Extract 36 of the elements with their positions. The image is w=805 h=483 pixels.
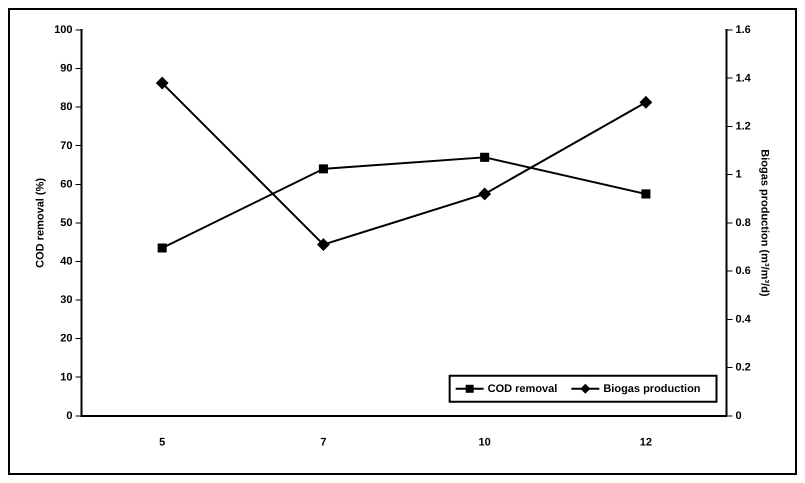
x-tick-label: 7 bbox=[320, 436, 326, 448]
point bbox=[317, 238, 330, 251]
y2-tick-label: 0.8 bbox=[736, 216, 751, 229]
y-tick-label: 70 bbox=[60, 140, 73, 152]
legend-label: COD removal bbox=[488, 382, 558, 395]
y2-tick-label: 1.4 bbox=[736, 72, 752, 84]
y2-tick-label: 1.6 bbox=[736, 24, 751, 36]
y2-tick-label: 0.2 bbox=[736, 362, 751, 374]
y-tick-label: 0 bbox=[66, 410, 73, 422]
y2-axis-title: Biogas production (m³/m³/d) bbox=[758, 149, 770, 297]
y-tick-label: 40 bbox=[60, 256, 73, 268]
y-tick-label: 50 bbox=[60, 216, 73, 229]
y-tick-label: 100 bbox=[54, 24, 73, 36]
y2-tick-label: 0.4 bbox=[736, 313, 752, 326]
y-tick-label: 20 bbox=[60, 332, 73, 345]
y-tick-label: 30 bbox=[60, 294, 73, 306]
point bbox=[641, 189, 650, 198]
y-tick-label: 60 bbox=[60, 178, 73, 190]
x-tick-label: 12 bbox=[640, 436, 652, 448]
y2-tick-label: 0.6 bbox=[736, 265, 751, 278]
y2-tick-label: 0 bbox=[736, 410, 742, 422]
legend-label: Biogas production bbox=[603, 382, 701, 395]
point bbox=[156, 77, 168, 90]
point bbox=[640, 96, 652, 108]
point bbox=[480, 152, 490, 162]
point bbox=[158, 243, 167, 253]
y-tick-label: 80 bbox=[60, 101, 73, 114]
x-tick-label: 10 bbox=[478, 436, 491, 448]
point bbox=[478, 188, 491, 200]
y-axis-title: COD removal (%) bbox=[34, 178, 47, 268]
y2-tick-label: 1 bbox=[736, 168, 742, 181]
y2-tick-label: 1.2 bbox=[736, 120, 751, 132]
y-tick-label: 90 bbox=[60, 62, 73, 75]
x-tick-label: 5 bbox=[159, 436, 166, 448]
point bbox=[318, 164, 328, 174]
y-tick-label: 10 bbox=[60, 371, 73, 384]
